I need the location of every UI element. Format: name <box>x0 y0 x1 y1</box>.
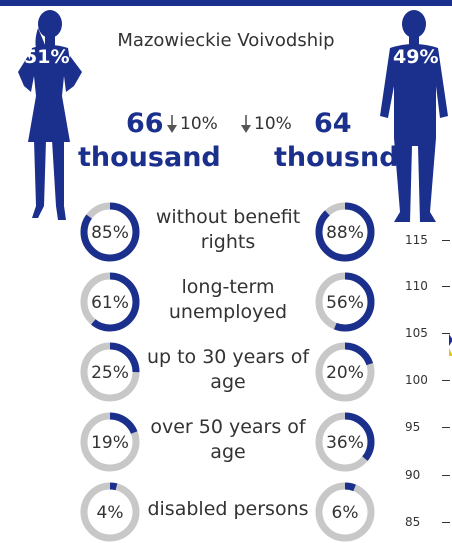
top-accent-bar <box>0 0 452 6</box>
men-ring: 36% <box>315 412 375 472</box>
axis-tick-mark <box>442 475 450 476</box>
axis-tick-label: 90 <box>405 468 421 482</box>
category-label: without benefit rights <box>155 206 301 253</box>
ring-value: 19% <box>91 433 129 453</box>
women-change-value: 10% <box>180 114 218 134</box>
women-ring: 61% <box>80 272 140 332</box>
men-share: 49% <box>393 46 439 68</box>
axis-tick-mark <box>442 522 450 523</box>
women-ring: 19% <box>80 412 140 472</box>
partial-chart-marker <box>449 334 452 356</box>
ring-fill <box>80 342 140 402</box>
ring-fill <box>80 272 140 332</box>
axis-tick-label: 105 <box>405 326 428 340</box>
men-change-value: 10% <box>254 114 292 134</box>
men-ring: 88% <box>315 202 375 262</box>
partial-chart-axis: 115 110 105 100 95 90 85 <box>395 220 452 541</box>
ring-value: 85% <box>91 223 129 243</box>
axis-tick-label: 100 <box>405 373 428 387</box>
axis-tick-mark <box>442 333 450 334</box>
women-ring: 85% <box>80 202 140 262</box>
women-unit: thousand <box>78 142 221 173</box>
ring-value: 36% <box>326 433 364 453</box>
axis-tick-label: 115 <box>405 233 428 247</box>
axis-tick-mark <box>442 427 450 428</box>
men-change: 10% <box>240 114 292 134</box>
men-count: 64 <box>314 108 352 139</box>
ring-fill <box>80 482 140 542</box>
category-label: over 50 years of age <box>150 416 306 463</box>
axis-tick-label: 85 <box>405 515 421 529</box>
women-share: 51% <box>24 46 70 68</box>
arrow-down-icon <box>167 115 177 133</box>
men-ring: 6% <box>315 482 375 542</box>
women-ring: 25% <box>80 342 140 402</box>
ring-value: 4% <box>97 503 124 523</box>
arrow-down-icon <box>241 115 251 133</box>
ring-value: 25% <box>91 363 129 383</box>
ring-fill <box>315 482 375 542</box>
man-silhouette-icon <box>380 10 448 222</box>
men-ring: 56% <box>315 272 375 332</box>
ring-value: 20% <box>326 363 364 383</box>
category-label: long-term unemployed <box>168 276 288 323</box>
women-ring: 4% <box>80 482 140 542</box>
ring-fill <box>315 342 375 402</box>
woman-silhouette-icon <box>18 10 82 220</box>
ring-fill <box>80 202 140 262</box>
category-label: up to 30 years of age <box>146 346 310 393</box>
axis-tick-mark <box>442 286 450 287</box>
ring-value: 61% <box>91 293 129 313</box>
ring-fill <box>80 412 140 472</box>
ring-value: 88% <box>326 223 364 243</box>
ring-value: 56% <box>326 293 364 313</box>
axis-tick-mark <box>442 380 450 381</box>
region-title: Mazowieckie Voivodship <box>117 30 335 51</box>
women-count: 66 <box>126 108 164 139</box>
men-unit: thousnd <box>274 142 399 173</box>
axis-tick-label: 110 <box>405 279 428 293</box>
axis-tick-label: 95 <box>405 420 421 434</box>
ring-fill <box>315 202 375 262</box>
women-change: 10% <box>166 114 218 134</box>
ring-fill <box>315 412 375 472</box>
ring-fill <box>315 272 375 332</box>
axis-tick-mark <box>442 240 450 241</box>
category-label: disabled persons <box>147 498 309 520</box>
ring-value: 6% <box>332 503 359 523</box>
men-ring: 20% <box>315 342 375 402</box>
